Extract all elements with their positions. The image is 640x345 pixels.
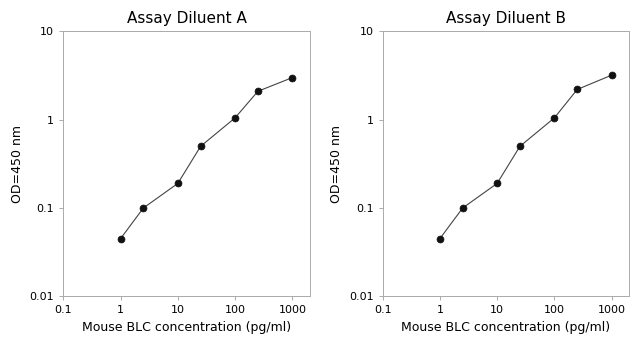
Y-axis label: OD=450 nm: OD=450 nm	[11, 125, 24, 203]
Title: Assay Diluent A: Assay Diluent A	[127, 11, 246, 26]
X-axis label: Mouse BLC concentration (pg/ml): Mouse BLC concentration (pg/ml)	[82, 321, 291, 334]
X-axis label: Mouse BLC concentration (pg/ml): Mouse BLC concentration (pg/ml)	[401, 321, 611, 334]
Title: Assay Diluent B: Assay Diluent B	[445, 11, 566, 26]
Y-axis label: OD=450 nm: OD=450 nm	[330, 125, 344, 203]
